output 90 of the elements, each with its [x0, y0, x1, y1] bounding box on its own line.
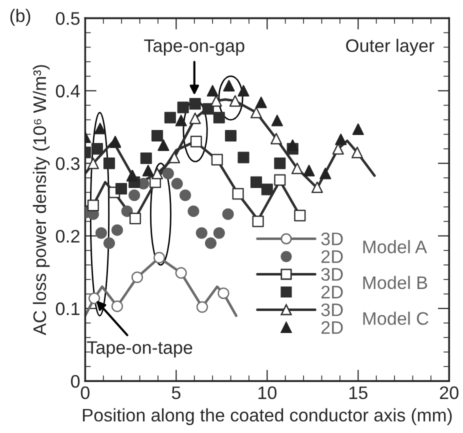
annotation: Model B — [363, 276, 428, 290]
y-tick-label: 0.3 — [56, 157, 80, 170]
point — [103, 158, 115, 170]
point — [177, 102, 189, 114]
point — [250, 176, 262, 188]
point — [261, 184, 273, 196]
point — [270, 132, 282, 144]
x-tick-label: 5 — [172, 386, 180, 400]
point — [88, 292, 100, 304]
point — [111, 224, 123, 236]
point — [206, 84, 218, 97]
point — [175, 114, 187, 126]
point — [95, 227, 107, 239]
annotation: Tape-on-tape — [86, 341, 192, 358]
point — [352, 123, 364, 135]
point — [274, 174, 286, 186]
point — [271, 114, 283, 126]
annotation: Model A — [363, 240, 428, 254]
point — [224, 130, 237, 142]
legend-label: 3D — [321, 268, 343, 281]
point — [255, 96, 267, 108]
x-tick-label: 10 — [258, 386, 276, 400]
point — [188, 205, 200, 217]
point — [252, 216, 264, 228]
y-axis-title: AC loss power density (10⁶ W/m³) — [32, 65, 50, 336]
annotation: Outer layer — [346, 38, 434, 56]
point — [158, 139, 170, 151]
point — [213, 227, 225, 239]
annotation: Tape-on-gap — [144, 39, 244, 56]
point — [162, 168, 174, 180]
point — [115, 182, 127, 195]
point — [291, 162, 303, 174]
point — [250, 106, 262, 118]
point — [189, 112, 201, 124]
point — [142, 164, 154, 176]
point — [128, 189, 140, 202]
point — [204, 237, 217, 249]
point — [153, 252, 166, 264]
y-tick-label: 0.4 — [56, 84, 80, 98]
point — [294, 210, 306, 222]
point — [335, 134, 347, 146]
point — [179, 189, 192, 202]
point — [190, 136, 202, 148]
point — [232, 188, 244, 200]
point — [213, 112, 225, 124]
point — [202, 103, 214, 115]
point — [151, 130, 164, 142]
point — [140, 152, 152, 164]
point — [286, 139, 298, 151]
legend-label: 2D — [321, 250, 343, 263]
point — [303, 164, 315, 176]
annotation: Model C — [363, 312, 428, 325]
legend-label: 2D — [321, 321, 343, 334]
point — [111, 300, 123, 312]
legend-label: 3D — [321, 232, 343, 246]
point — [94, 122, 106, 134]
x-axis-title: Position along the coated conductor axis (mm) — [82, 408, 452, 426]
point — [175, 267, 187, 279]
point — [87, 158, 99, 170]
legend-label: 3D — [321, 303, 343, 316]
point — [196, 227, 208, 239]
point — [238, 84, 250, 97]
legend-label: 2D — [321, 286, 343, 298]
point — [189, 98, 201, 110]
x-tick-label: 20 — [440, 386, 458, 400]
y-tick-label: 0.5 — [56, 12, 80, 25]
point — [103, 237, 115, 249]
point — [129, 212, 142, 224]
y-tick-label: 0.2 — [56, 230, 80, 243]
point — [211, 154, 223, 166]
point — [222, 208, 234, 220]
y-tick-label: 0.1 — [56, 302, 80, 316]
point — [131, 271, 144, 284]
point — [320, 168, 332, 180]
point — [171, 178, 183, 190]
x-tick-label: 15 — [349, 386, 368, 400]
point — [164, 112, 176, 124]
point — [121, 205, 133, 217]
point — [91, 143, 103, 155]
point — [223, 80, 235, 92]
x-tick-label: 0 — [80, 386, 90, 400]
point — [196, 301, 208, 313]
point — [87, 200, 99, 212]
point — [238, 152, 250, 164]
point — [218, 287, 230, 300]
point — [151, 168, 164, 180]
point — [351, 146, 363, 158]
point — [274, 158, 286, 170]
text: (b) — [10, 8, 30, 26]
y-tick-label: 0 — [70, 374, 80, 388]
